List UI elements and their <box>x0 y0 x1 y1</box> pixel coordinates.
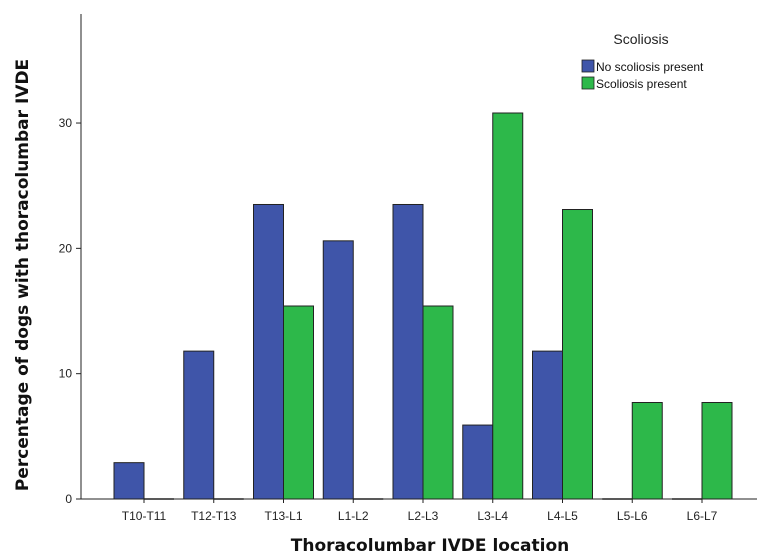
bar-no-scoliosis-l4-l5 <box>532 350 563 500</box>
x-tick-label: T13-L1 <box>264 509 302 523</box>
bar-no-scoliosis-t12-t13 <box>183 350 215 500</box>
x-ticks: T10-T11 T12-T13 T13-L1 L1-L2 L2-L3 L3-L4 L4-L5… <box>122 499 718 523</box>
y-tick-label: 30 <box>59 116 73 130</box>
bar-scoliosis-t13-l1 <box>283 305 314 500</box>
x-tick-label: L4-L5 <box>547 509 578 523</box>
y-tick-label: 10 <box>59 367 73 381</box>
bar-no-scoliosis-t13-l1 <box>253 203 284 500</box>
x-tick-label: L3-L4 <box>477 509 508 523</box>
x-tick-label: L2-L3 <box>408 509 439 523</box>
bar-no-scoliosis-l1-l2 <box>322 240 354 500</box>
bar-scoliosis-l5-l6 <box>631 402 663 500</box>
x-tick-label: L6-L7 <box>687 509 718 523</box>
bar-no-scoliosis-l3-l4 <box>462 424 494 500</box>
x-tick-label: T12-T13 <box>191 509 237 523</box>
y-tick-label: 20 <box>59 241 73 255</box>
y-tick-label: 0 <box>65 492 72 506</box>
bars-layer <box>113 112 733 500</box>
bar-scoliosis-l2-l3 <box>422 305 454 500</box>
legend: Scoliosis No scoliosis present Scoliosis… <box>581 31 704 91</box>
legend-swatch-no-scoliosis <box>581 59 595 73</box>
x-tick-label: L5-L6 <box>617 509 648 523</box>
x-tick-label: T10-T11 <box>122 509 167 523</box>
bar-no-scoliosis-t10-t11 <box>113 462 145 500</box>
y-axis-title: Percentage of dogs with thoracolumbar IV… <box>13 59 33 491</box>
legend-title: Scoliosis <box>613 31 668 47</box>
legend-swatch-scoliosis <box>581 76 595 90</box>
legend-label-no-scoliosis: No scoliosis present <box>596 60 704 74</box>
bar-no-scoliosis-l2-l3 <box>392 203 424 500</box>
y-ticks: 0 10 20 30 <box>59 116 81 506</box>
bar-scoliosis-l3-l4 <box>492 112 524 500</box>
bar-scoliosis-l6-l7 <box>701 402 733 500</box>
x-axis-title: Thoracolumbar IVDE location <box>291 536 570 556</box>
legend-label-scoliosis: Scoliosis present <box>596 77 687 91</box>
x-tick-label: L1-L2 <box>338 509 369 523</box>
bar-scoliosis-l4-l5 <box>562 209 593 500</box>
